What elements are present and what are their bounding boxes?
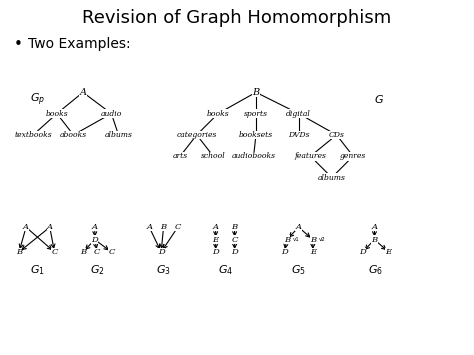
Text: D: D xyxy=(359,248,366,256)
Text: E: E xyxy=(386,248,392,256)
Text: •: • xyxy=(14,37,23,52)
Text: A: A xyxy=(47,223,53,231)
Text: D: D xyxy=(231,248,238,256)
Text: audio: audio xyxy=(100,110,122,118)
Text: A: A xyxy=(146,223,152,231)
Text: A: A xyxy=(92,223,98,231)
Text: CDs: CDs xyxy=(328,131,345,139)
Text: C: C xyxy=(94,248,100,256)
Text: albums: albums xyxy=(318,174,346,181)
Text: B: B xyxy=(161,223,166,231)
Text: booksets: booksets xyxy=(239,131,273,139)
Text: B: B xyxy=(284,236,290,244)
Text: abooks: abooks xyxy=(60,131,87,139)
Text: C: C xyxy=(51,248,58,256)
Text: sports: sports xyxy=(244,110,268,118)
Text: Revision of Graph Homomorphism: Revision of Graph Homomorphism xyxy=(82,9,392,27)
Text: categories: categories xyxy=(176,131,217,139)
Text: B: B xyxy=(372,236,377,244)
Text: school: school xyxy=(201,152,226,160)
Text: A: A xyxy=(80,88,86,97)
Text: v2: v2 xyxy=(319,237,325,242)
Text: A: A xyxy=(213,223,219,231)
Text: genres: genres xyxy=(340,152,366,160)
Text: books: books xyxy=(207,110,229,118)
Text: $G_6$: $G_6$ xyxy=(368,263,383,277)
Text: B: B xyxy=(310,236,316,244)
Text: B: B xyxy=(80,248,86,256)
Text: $G_3$: $G_3$ xyxy=(156,263,171,277)
Text: Two Examples:: Two Examples: xyxy=(28,37,131,51)
Text: $G_p$: $G_p$ xyxy=(30,91,46,108)
Text: B: B xyxy=(232,223,237,231)
Text: albums: albums xyxy=(105,131,132,139)
Text: C: C xyxy=(108,248,115,256)
Text: B: B xyxy=(16,248,22,256)
Text: D: D xyxy=(212,248,219,256)
Text: DVDs: DVDs xyxy=(288,131,310,139)
Text: $G$: $G$ xyxy=(374,93,384,105)
Text: features: features xyxy=(294,152,327,160)
Text: C: C xyxy=(231,236,238,244)
Text: A: A xyxy=(372,223,377,231)
Text: E: E xyxy=(213,236,219,244)
Text: books: books xyxy=(46,110,68,118)
Text: D: D xyxy=(91,236,98,244)
Text: audiobooks: audiobooks xyxy=(232,152,275,160)
Text: textbooks: textbooks xyxy=(14,131,52,139)
Text: E: E xyxy=(310,248,316,256)
Text: $G_5$: $G_5$ xyxy=(291,263,306,277)
Text: C: C xyxy=(174,223,181,231)
Text: v1: v1 xyxy=(292,237,299,242)
Text: D: D xyxy=(281,248,288,256)
Text: arts: arts xyxy=(173,152,188,160)
Text: A: A xyxy=(296,223,301,231)
Text: A: A xyxy=(23,223,29,231)
Text: B: B xyxy=(252,88,260,97)
Text: digital: digital xyxy=(286,110,311,118)
Text: $G_2$: $G_2$ xyxy=(90,263,105,277)
Text: $G_4$: $G_4$ xyxy=(218,263,233,277)
Text: D: D xyxy=(158,248,164,256)
Text: $G_1$: $G_1$ xyxy=(29,263,45,277)
